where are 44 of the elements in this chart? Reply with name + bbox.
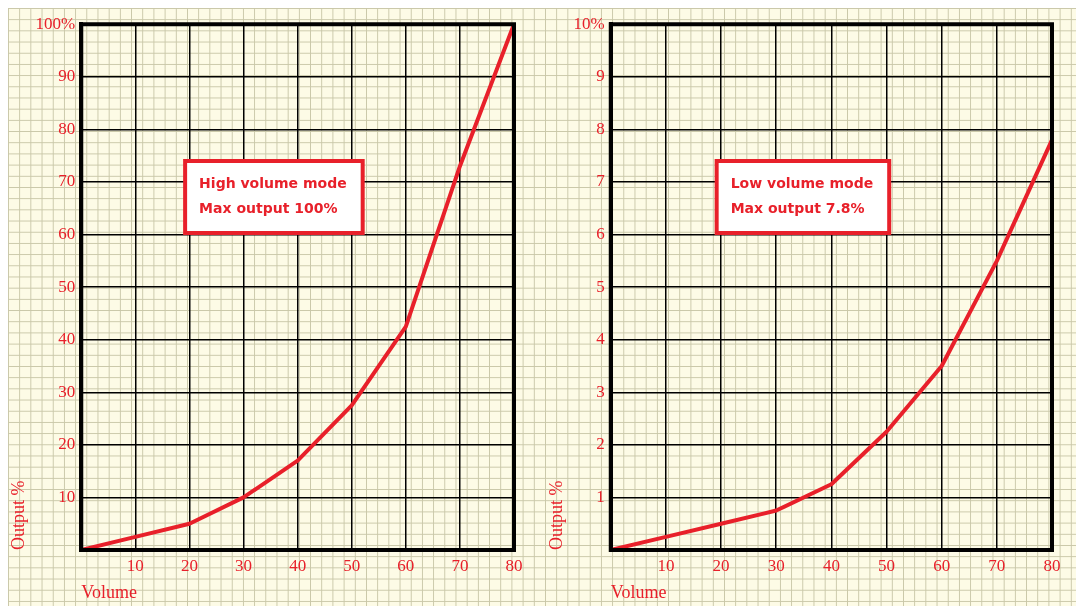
annotation: Low volume mode <box>730 174 874 191</box>
y-tick-label: 4 <box>596 329 606 349</box>
y-tick-label: 7 <box>596 171 606 191</box>
y-axis-title: Output % <box>545 480 566 550</box>
y-tick-label: 40 <box>58 329 76 349</box>
y-tick-label: 70 <box>58 171 76 191</box>
x-tick-label: 40 <box>822 555 840 575</box>
x-tick-label: 30 <box>767 555 785 575</box>
x-tick-label: 50 <box>878 555 896 575</box>
y-tick-label: 100% <box>35 13 76 33</box>
y-tick-label: 10% <box>573 13 605 33</box>
y-tick-label: 20 <box>58 434 76 454</box>
x-tick-label: 20 <box>712 555 730 575</box>
y-axis-title: Output % <box>7 480 28 550</box>
x-axis-title: Volume <box>81 581 137 602</box>
y-tick-label: 80 <box>58 118 76 138</box>
x-tick-label: 70 <box>988 555 1006 575</box>
x-axis-title: Volume <box>610 581 667 602</box>
y-tick-label: 3 <box>596 381 605 401</box>
x-tick-label: 80 <box>505 555 523 575</box>
x-tick-label: 80 <box>1043 555 1061 575</box>
annotation: High volume mode <box>199 174 347 191</box>
y-tick-label: 90 <box>58 66 76 86</box>
y-tick-label: 9 <box>596 66 605 86</box>
x-tick-label: 50 <box>343 555 361 575</box>
annotation: Max output 100% <box>199 199 338 216</box>
y-tick-label: 30 <box>58 381 76 401</box>
y-tick-label: 50 <box>58 276 76 296</box>
x-tick-label: 40 <box>289 555 307 575</box>
x-tick-label: 70 <box>451 555 469 575</box>
x-tick-label: 60 <box>933 555 951 575</box>
x-tick-label: 10 <box>126 555 144 575</box>
y-tick-label: 6 <box>596 223 605 243</box>
y-tick-label: 8 <box>596 118 605 138</box>
y-tick-label: 10 <box>58 486 76 506</box>
y-tick-label: 60 <box>58 223 76 243</box>
x-tick-label: 20 <box>180 555 198 575</box>
annotation: Max output 7.8% <box>730 199 865 216</box>
y-tick-label: 2 <box>596 434 605 454</box>
x-tick-label: 10 <box>657 555 675 575</box>
x-tick-label: 60 <box>397 555 415 575</box>
x-tick-label: 30 <box>235 555 253 575</box>
y-tick-label: 1 <box>596 486 605 506</box>
y-tick-label: 5 <box>596 276 605 296</box>
